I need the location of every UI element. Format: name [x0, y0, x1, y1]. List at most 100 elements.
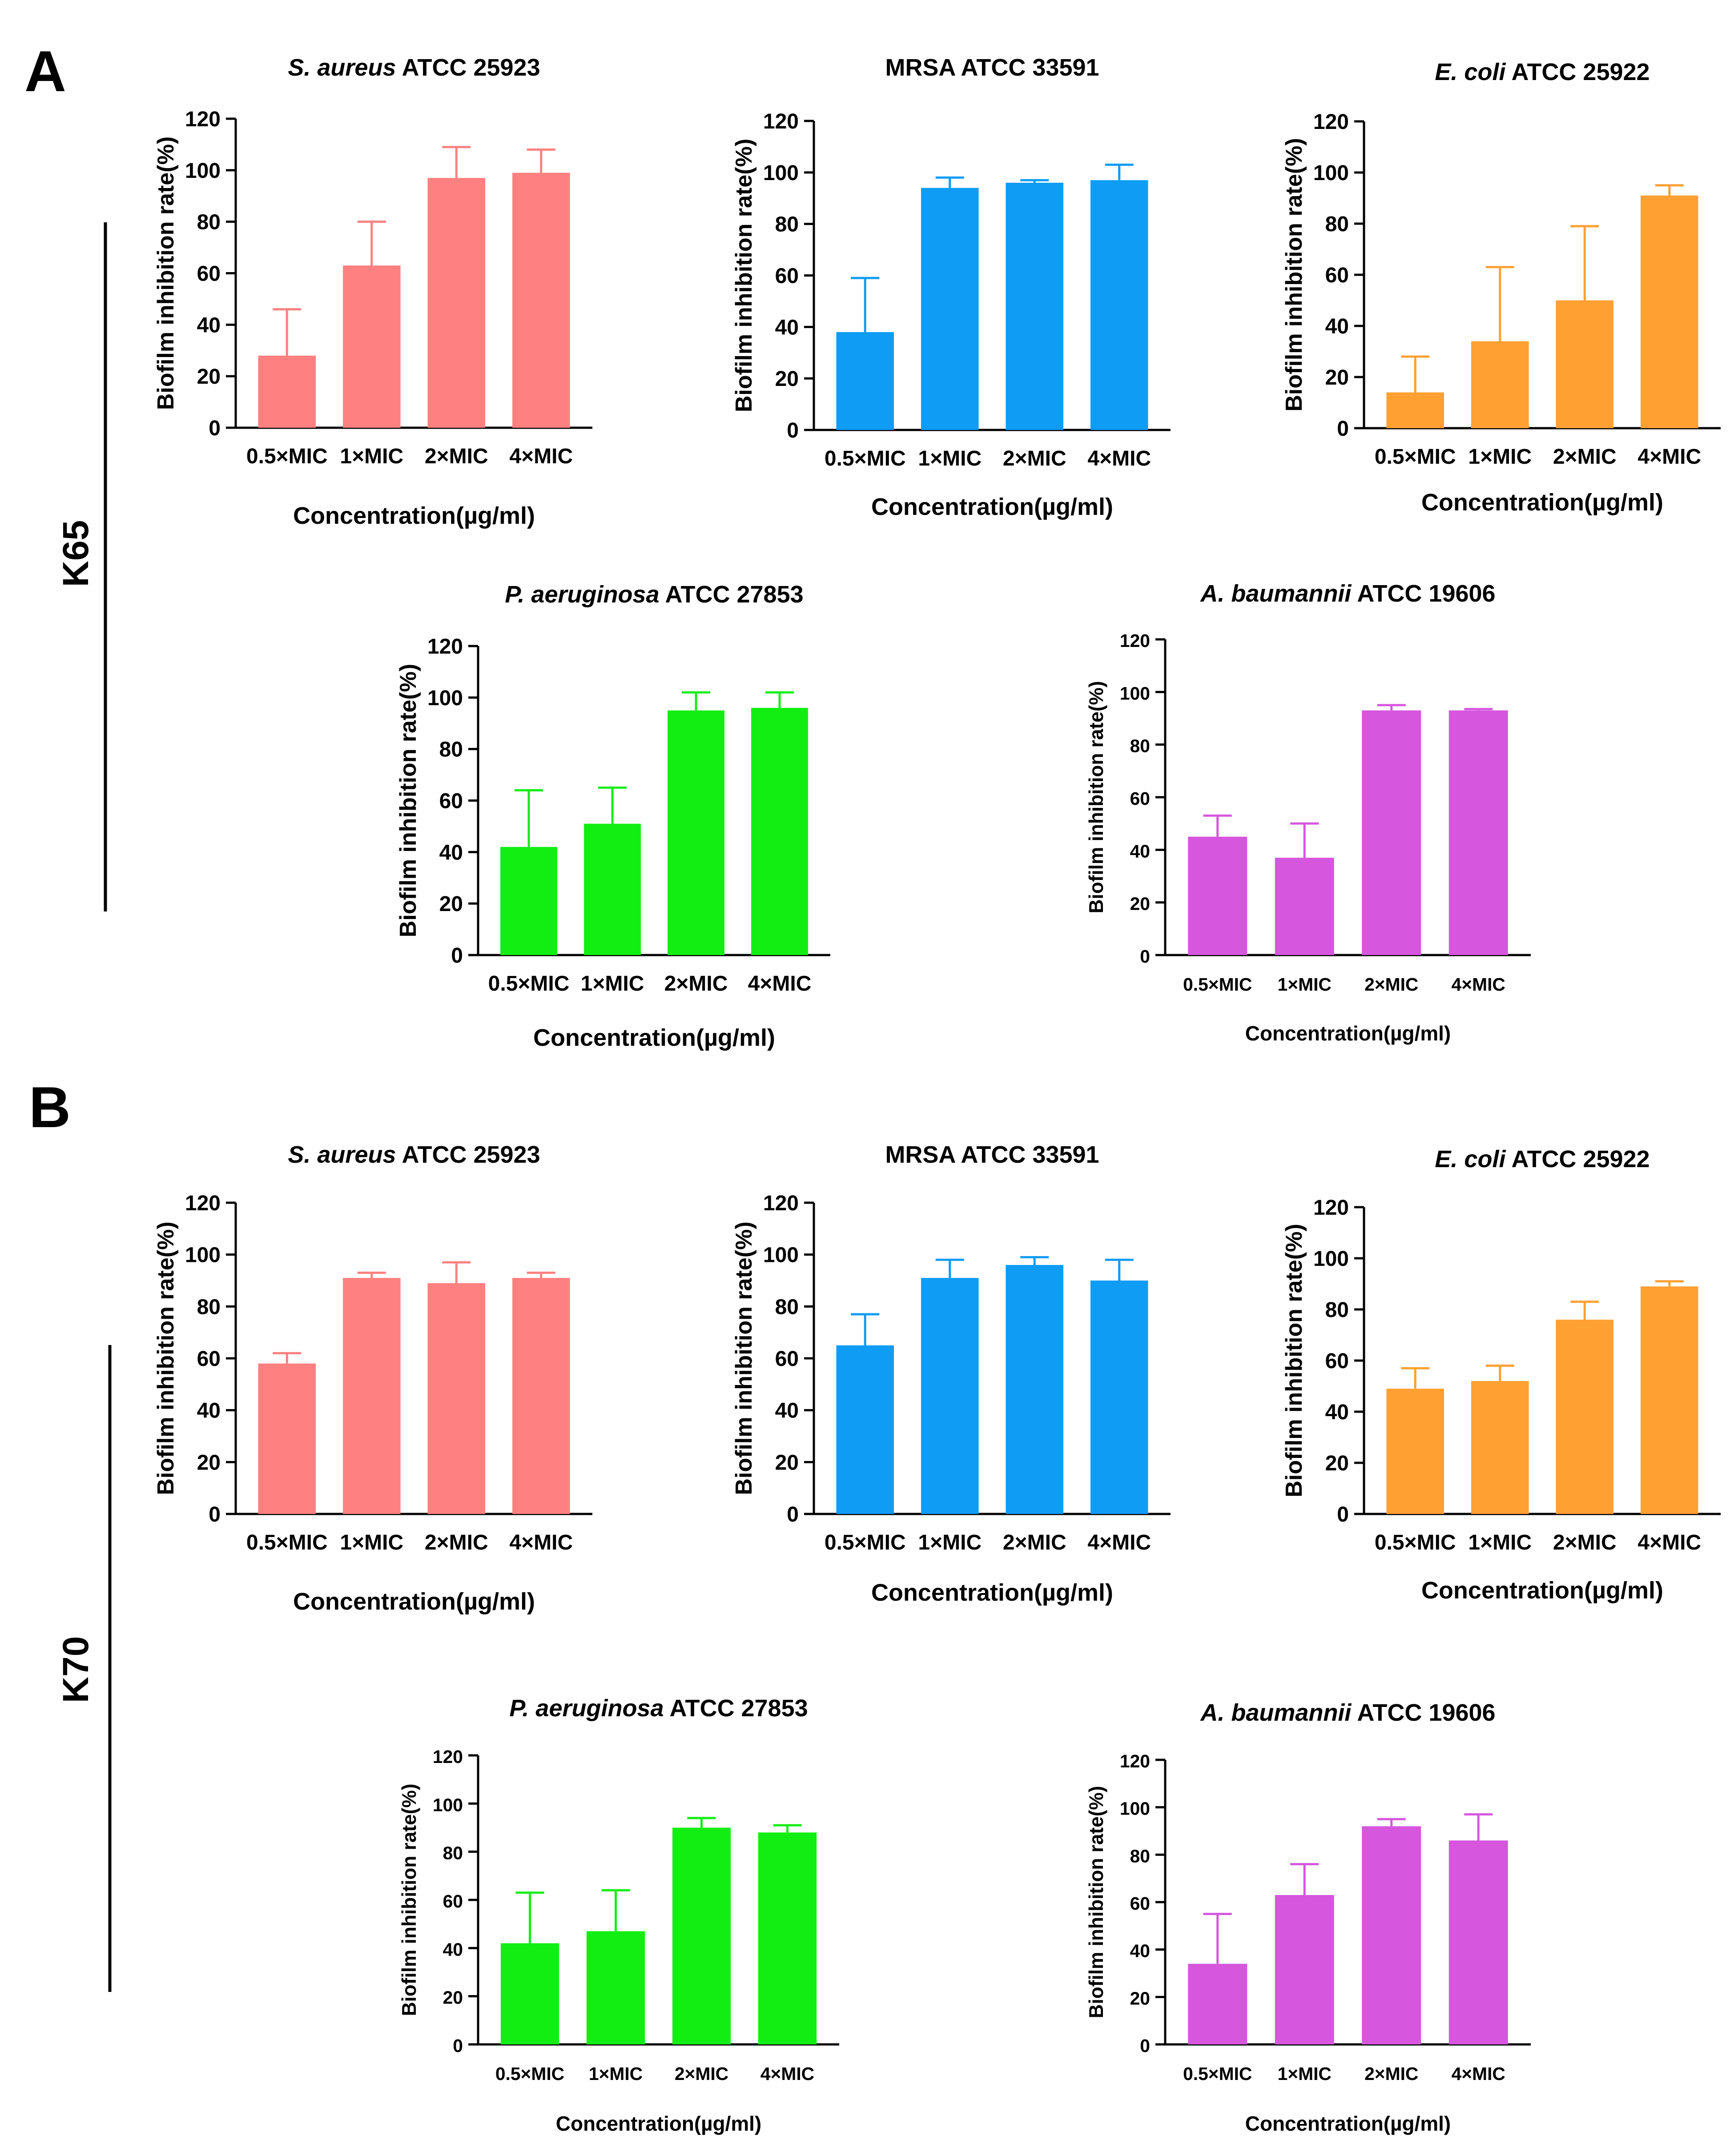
chart-title: S. aureus ATCC 25923	[288, 1141, 540, 1168]
bar-2×MIC	[1006, 1265, 1064, 1514]
bar-0.5×MIC	[1386, 392, 1444, 428]
bar-2×MIC	[668, 710, 724, 955]
y-tick-label: 40	[1325, 315, 1349, 338]
y-axis-label: Biofilm inhibition rate(%)	[1281, 138, 1307, 411]
x-tick-label: 0.5×MIC	[246, 1531, 328, 1554]
chart-title-species: A. baumannii	[1199, 1699, 1352, 1726]
x-tick-label: 4×MIC	[1637, 1531, 1701, 1554]
y-tick-label: 20	[439, 892, 463, 916]
x-tick-label: 1×MIC	[589, 2064, 643, 2084]
bar-4×MIC	[1090, 180, 1148, 430]
chart-title-strain: ATCC 25922	[1505, 1146, 1650, 1172]
y-tick-label: 120	[763, 110, 799, 133]
y-tick-label: 40	[775, 316, 799, 339]
x-tick-label: 2×MIC	[425, 1531, 488, 1554]
group-label-k65: K65	[56, 520, 96, 587]
chart-title-strain: ATCC 27853	[660, 581, 804, 608]
bar-1×MIC	[1275, 1895, 1334, 2044]
chart-title: MRSA ATCC 33591	[885, 1141, 1099, 1168]
bar-2×MIC	[1362, 1826, 1421, 2044]
y-axis-label: Biofilm inhibition rate(%)	[1086, 1786, 1107, 2019]
y-axis-label: Biofilm inhibition rate(%)	[153, 1221, 179, 1495]
y-tick-label: 80	[197, 211, 221, 234]
x-axis-label: Concentration(µg/ml)	[293, 502, 535, 529]
y-tick-label: 40	[443, 1939, 463, 1959]
x-tick-label: 2×MIC	[1364, 2064, 1418, 2084]
y-tick-label: 120	[1120, 1751, 1150, 1771]
x-axis-label: Concentration(µg/ml)	[871, 494, 1113, 520]
chart-b-p-aeruginosa: P. aeruginosa ATCC 27853 0 20 40 60 80 100 120 B…	[398, 1695, 839, 2135]
x-tick-label: 1×MIC	[1468, 445, 1532, 469]
chart-title: P. aeruginosa ATCC 27853	[505, 581, 803, 608]
chart-title-strain: ATCC 25923	[396, 54, 540, 81]
x-tick-label: 0.5×MIC	[1183, 2064, 1252, 2084]
bar-4×MIC	[1090, 1281, 1148, 1514]
y-tick-label: 80	[775, 1295, 799, 1319]
bar-0.5×MIC	[258, 1363, 316, 1514]
y-tick-label: 40	[1130, 1941, 1150, 1961]
y-tick-label: 0	[209, 417, 221, 440]
y-tick-label: 80	[1130, 736, 1150, 756]
x-tick-label: 4×MIC	[509, 445, 573, 468]
x-tick-label: 2×MIC	[1003, 1531, 1066, 1554]
x-tick-label: 2×MIC	[675, 2064, 728, 2084]
y-tick-label: 60	[443, 1891, 463, 1911]
x-tick-label: 1×MIC	[340, 1531, 403, 1554]
bar-1×MIC	[584, 823, 641, 955]
x-tick-label: 0.5×MIC	[495, 2064, 564, 2084]
y-tick-label: 80	[197, 1295, 221, 1319]
chart-title: S. aureus ATCC 25923	[288, 54, 540, 81]
bar-0.5×MIC	[1386, 1389, 1444, 1514]
bar-0.5×MIC	[836, 332, 894, 430]
x-tick-label: 4×MIC	[1452, 974, 1505, 995]
y-tick-label: 100	[1313, 1247, 1349, 1271]
x-tick-label: 0.5×MIC	[1183, 974, 1252, 995]
y-tick-label: 20	[443, 1987, 463, 2008]
chart-title-species: E. coli	[1435, 1146, 1506, 1172]
y-tick-label: 80	[775, 213, 799, 237]
y-tick-label: 100	[763, 161, 799, 185]
y-tick-label: 40	[197, 1399, 221, 1423]
y-tick-label: 120	[1313, 1196, 1349, 1220]
bar-1×MIC	[342, 265, 401, 428]
bar-4×MIC	[758, 1832, 817, 2044]
y-tick-label: 100	[185, 1244, 221, 1267]
y-tick-label: 100	[1120, 1799, 1150, 1819]
x-tick-label: 1×MIC	[918, 447, 982, 470]
y-tick-label: 40	[197, 313, 221, 337]
y-tick-label: 100	[185, 159, 221, 183]
bar-1×MIC	[586, 1931, 645, 2044]
y-tick-label: 0	[451, 944, 463, 968]
y-axis-label: Biofilm inhibition rate(%)	[398, 1784, 420, 2016]
chart-a-mrsa: MRSA ATCC 33591 0 20 40 60 80 100 120 Biofilm in…	[731, 54, 1171, 520]
y-tick-label: 40	[775, 1399, 799, 1423]
y-tick-label: 120	[763, 1192, 799, 1215]
x-tick-label: 2×MIC	[1553, 445, 1617, 469]
chart-title-strain: ATCC 19606	[1351, 1699, 1495, 1726]
y-tick-label: 20	[197, 365, 221, 389]
y-tick-label: 0	[453, 2036, 463, 2056]
y-axis-label: Biofilm inhibition rate(%)	[731, 1221, 757, 1495]
bar-2×MIC	[1006, 183, 1064, 430]
x-axis-label: Concentration(µg/ml)	[1245, 1022, 1451, 1045]
y-tick-label: 60	[1130, 1893, 1150, 1914]
group-label-k70: K70	[56, 1636, 96, 1703]
y-tick-label: 20	[1325, 1452, 1349, 1475]
bar-0.5×MIC	[836, 1345, 894, 1514]
chart-title-strain: ATCC 25923	[396, 1141, 540, 1168]
x-axis-label: Concentration(µg/ml)	[556, 2112, 761, 2135]
chart-title: P. aeruginosa ATCC 27853	[509, 1695, 808, 1722]
bar-4×MIC	[512, 173, 570, 428]
chart-b-a-baumannii: A. baumannii ATCC 19606 0 20 40 60 80 100 120 Bi…	[1086, 1699, 1531, 2135]
chart-a-e-coli: E. coli ATCC 25922 0 20 40 60 80 100 120Biofilm…	[1281, 59, 1721, 516]
bar-0.5×MIC	[1188, 1963, 1247, 2044]
x-axis-label: Concentration(µg/ml)	[293, 1588, 535, 1615]
bar-4×MIC	[1448, 710, 1508, 955]
bar-0.5×MIC	[500, 1943, 559, 2044]
y-tick-label: 120	[427, 635, 463, 658]
chart-title: A. baumannii ATCC 19606	[1199, 580, 1495, 607]
chart-title-species: S. aureus	[288, 54, 396, 81]
x-tick-label: 4×MIC	[1087, 1531, 1151, 1554]
bar-4×MIC	[1640, 1286, 1698, 1514]
y-tick-label: 120	[433, 1746, 463, 1767]
